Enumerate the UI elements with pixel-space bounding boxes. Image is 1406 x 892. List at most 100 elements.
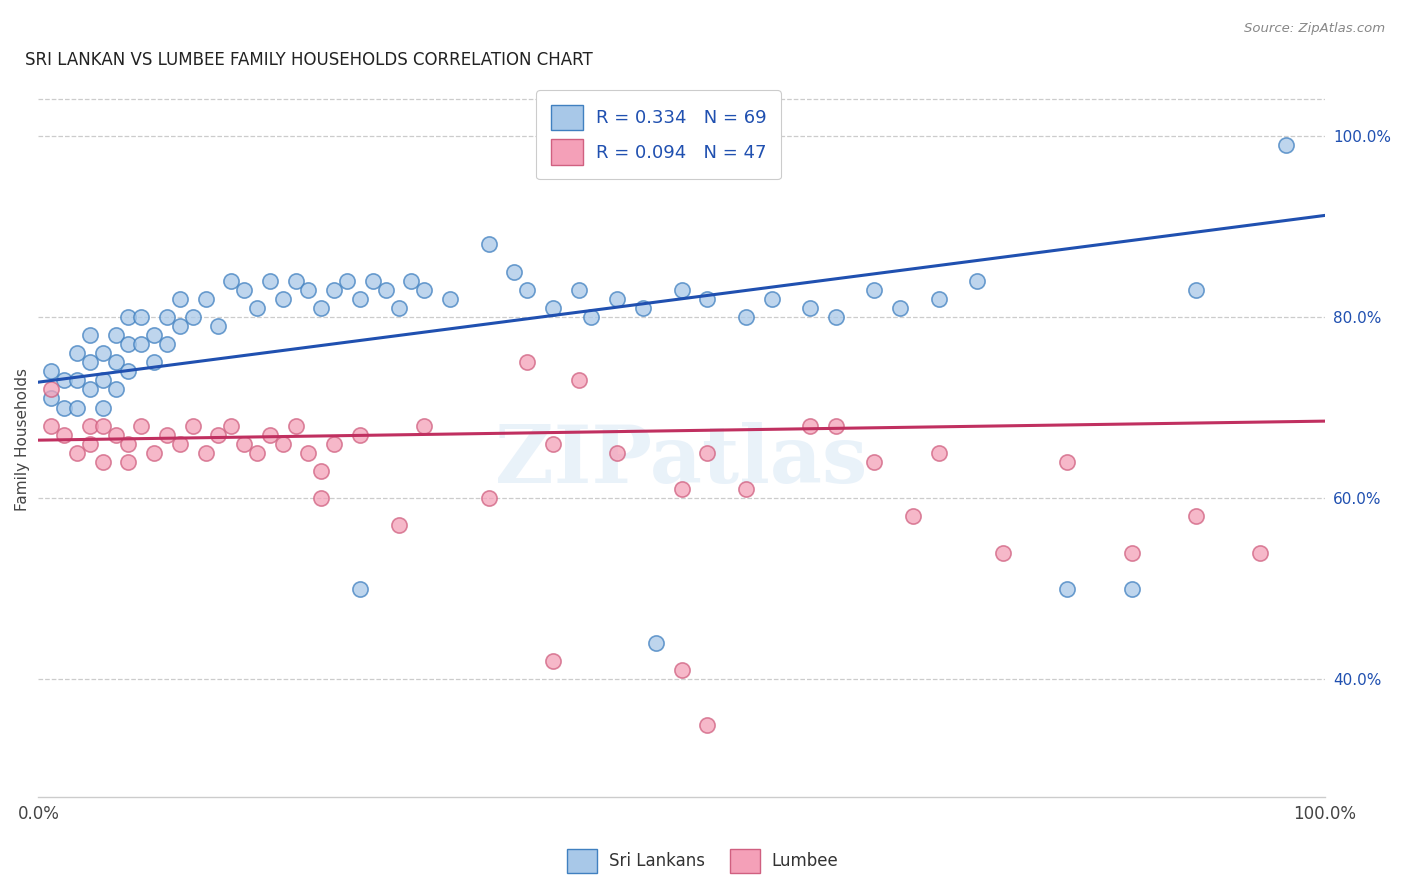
Point (516, 355, 538, 369)
Point (1056, 582, 1078, 596)
Point (271, 437, 294, 451)
Point (259, 427, 281, 442)
Point (568, 373, 591, 387)
Point (901, 509, 924, 524)
Point (39, 364, 62, 378)
Point (966, 274, 988, 288)
Point (156, 310, 179, 324)
Point (53, 373, 76, 387)
Point (104, 427, 127, 442)
Point (439, 292, 461, 306)
Point (606, 292, 628, 306)
Point (541, 437, 564, 451)
Point (824, 418, 846, 433)
Point (271, 292, 294, 306)
Point (219, 274, 242, 288)
Point (91, 373, 114, 387)
Point (143, 355, 166, 369)
Point (1121, 582, 1143, 596)
Point (91, 418, 114, 433)
Point (541, 654, 564, 668)
Point (284, 418, 307, 433)
Point (219, 418, 242, 433)
Point (991, 545, 1014, 559)
Point (323, 283, 346, 297)
Point (889, 301, 911, 315)
Point (39, 392, 62, 406)
Point (104, 383, 127, 397)
Point (361, 274, 384, 288)
Point (194, 292, 217, 306)
Point (503, 265, 526, 279)
Point (387, 518, 409, 533)
Point (644, 636, 666, 650)
Point (79, 437, 101, 451)
Point (117, 437, 139, 451)
Point (734, 482, 756, 496)
Point (169, 292, 191, 306)
Point (311, 301, 333, 315)
Point (631, 301, 654, 315)
Point (1275, 137, 1298, 152)
Point (117, 337, 139, 351)
Point (297, 283, 319, 297)
Point (39, 383, 62, 397)
Point (799, 418, 821, 433)
Point (79, 355, 101, 369)
Point (156, 337, 179, 351)
Point (477, 237, 499, 252)
Point (169, 318, 191, 333)
Y-axis label: Family Households: Family Households (15, 368, 30, 511)
Point (194, 446, 217, 460)
Point (117, 364, 139, 378)
Point (297, 446, 319, 460)
Point (156, 427, 179, 442)
Legend: R = 0.334   N = 69, R = 0.094   N = 47: R = 0.334 N = 69, R = 0.094 N = 47 (536, 90, 780, 179)
Point (799, 301, 821, 315)
Point (311, 464, 333, 478)
Point (863, 455, 886, 469)
Point (246, 301, 269, 315)
Point (143, 446, 166, 460)
Point (53, 427, 76, 442)
Point (374, 283, 396, 297)
Point (181, 418, 204, 433)
Point (581, 310, 603, 324)
Point (671, 283, 693, 297)
Point (1185, 283, 1208, 297)
Point (129, 337, 152, 351)
Point (207, 318, 229, 333)
Point (259, 274, 281, 288)
Point (323, 437, 346, 451)
Point (401, 274, 423, 288)
Point (129, 418, 152, 433)
Point (824, 310, 846, 324)
Point (143, 328, 166, 343)
Point (79, 328, 101, 343)
Point (66, 446, 89, 460)
Point (79, 383, 101, 397)
Point (349, 292, 371, 306)
Point (117, 310, 139, 324)
Point (349, 582, 371, 596)
Point (79, 418, 101, 433)
Point (66, 373, 89, 387)
Point (91, 401, 114, 415)
Point (129, 310, 152, 324)
Point (91, 346, 114, 360)
Point (671, 663, 693, 677)
Point (284, 274, 307, 288)
Point (387, 301, 409, 315)
Point (413, 283, 436, 297)
Point (233, 437, 256, 451)
Point (117, 455, 139, 469)
Point (696, 717, 718, 731)
Text: ZIPatlas: ZIPatlas (495, 422, 868, 500)
Point (761, 292, 783, 306)
Point (413, 418, 436, 433)
Point (349, 427, 371, 442)
Point (66, 346, 89, 360)
Point (104, 328, 127, 343)
Point (207, 427, 229, 442)
Point (568, 283, 591, 297)
